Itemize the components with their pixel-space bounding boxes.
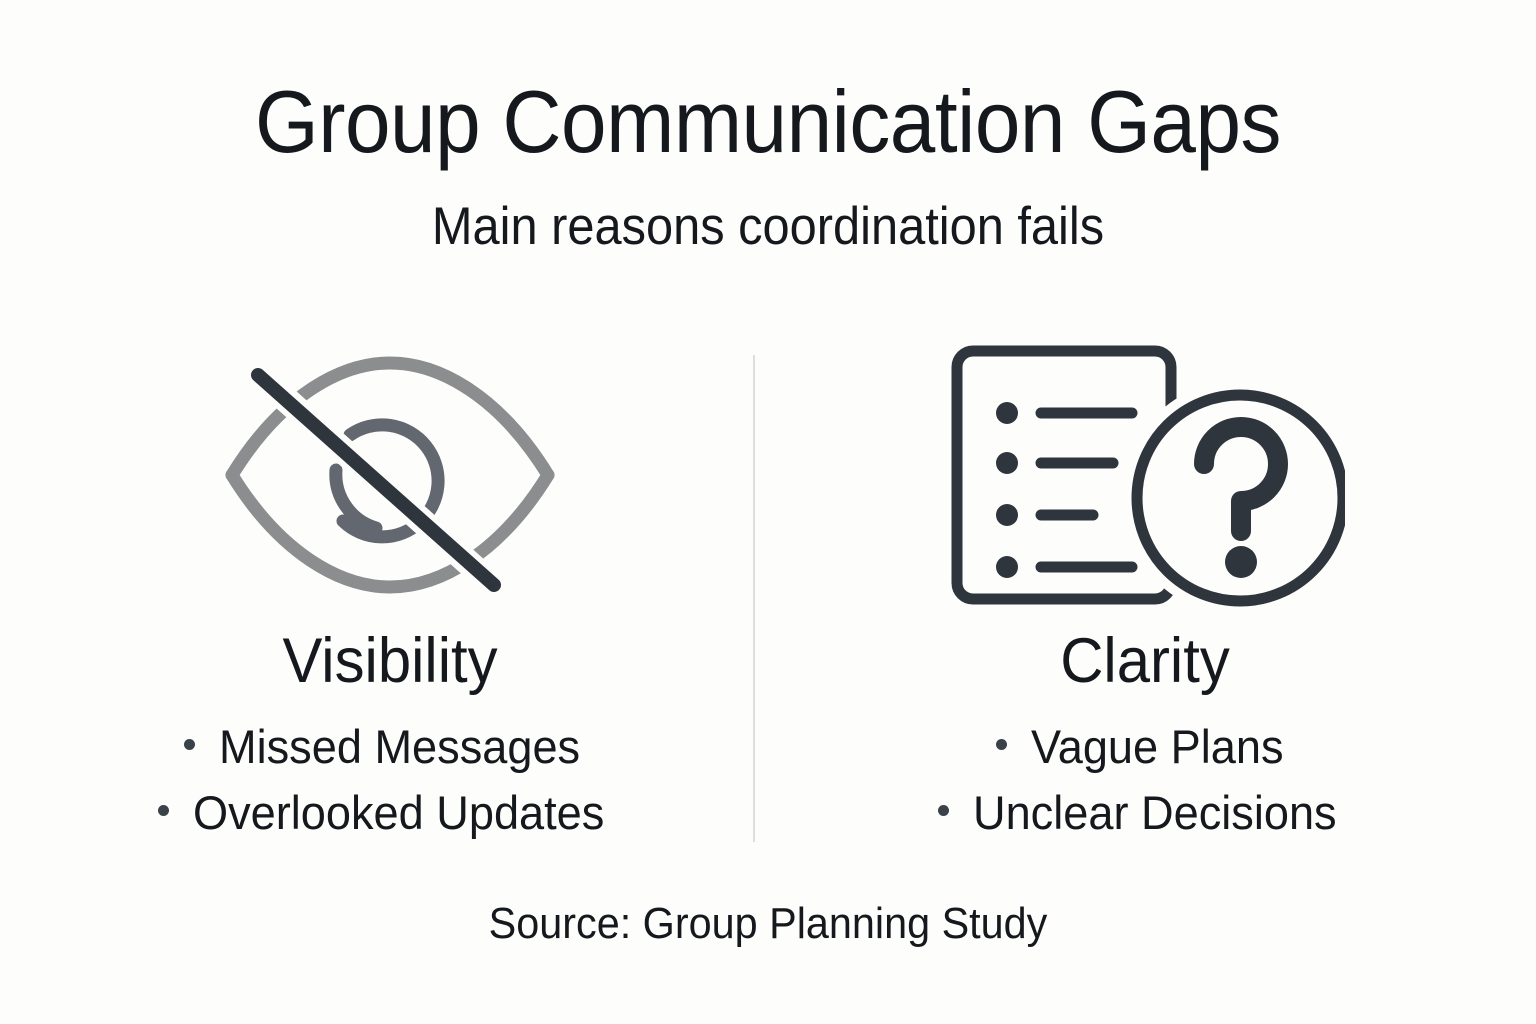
- list-item-label: Overlooked Updates: [193, 785, 605, 839]
- checklist-question-icon: [951, 345, 1345, 615]
- list-item-label: Unclear Decisions: [973, 785, 1337, 839]
- bullet-dot-icon: [995, 739, 1007, 750]
- list-item: Unclear Decisions: [938, 785, 1352, 840]
- checklist-question-icon-wrap: [795, 330, 1495, 620]
- column-clarity: Clarity Vague Plans Unclear Decisions: [795, 330, 1495, 839]
- list-item-label: Vague Plans: [1030, 720, 1284, 773]
- bullet-dot-icon: [938, 804, 950, 816]
- bullet-dot-icon: [184, 739, 196, 750]
- column-divider: [753, 355, 755, 842]
- list-item: Missed Messages: [184, 720, 595, 774]
- bullet-dot-icon: [158, 804, 170, 816]
- column-heading-visibility: Visibility: [282, 626, 498, 696]
- eye-off-icon-wrap: [40, 330, 740, 620]
- page-title: Group Communication Gaps: [255, 72, 1281, 171]
- bullet-list-visibility: Missed Messages Overlooked Updates: [40, 720, 740, 840]
- eye-off-icon: [225, 356, 555, 601]
- bullet-list-clarity: Vague Plans Unclear Decisions: [795, 720, 1495, 840]
- column-visibility: Visibility Missed Messages Overlooked Up…: [40, 330, 740, 839]
- column-heading-clarity: Clarity: [1060, 626, 1230, 696]
- list-item: Overlooked Updates: [158, 785, 621, 840]
- list-item-label: Missed Messages: [219, 720, 581, 773]
- source-caption: Source: Group Planning Study: [488, 899, 1048, 948]
- slash-line: [251, 368, 501, 592]
- page-subtitle: Main reasons coordination fails: [431, 197, 1105, 256]
- list-item: Vague Plans: [995, 720, 1294, 774]
- question-circle: [1131, 389, 1345, 607]
- question-mark-icon: [1194, 417, 1288, 541]
- question-mark-dot: [1225, 546, 1257, 578]
